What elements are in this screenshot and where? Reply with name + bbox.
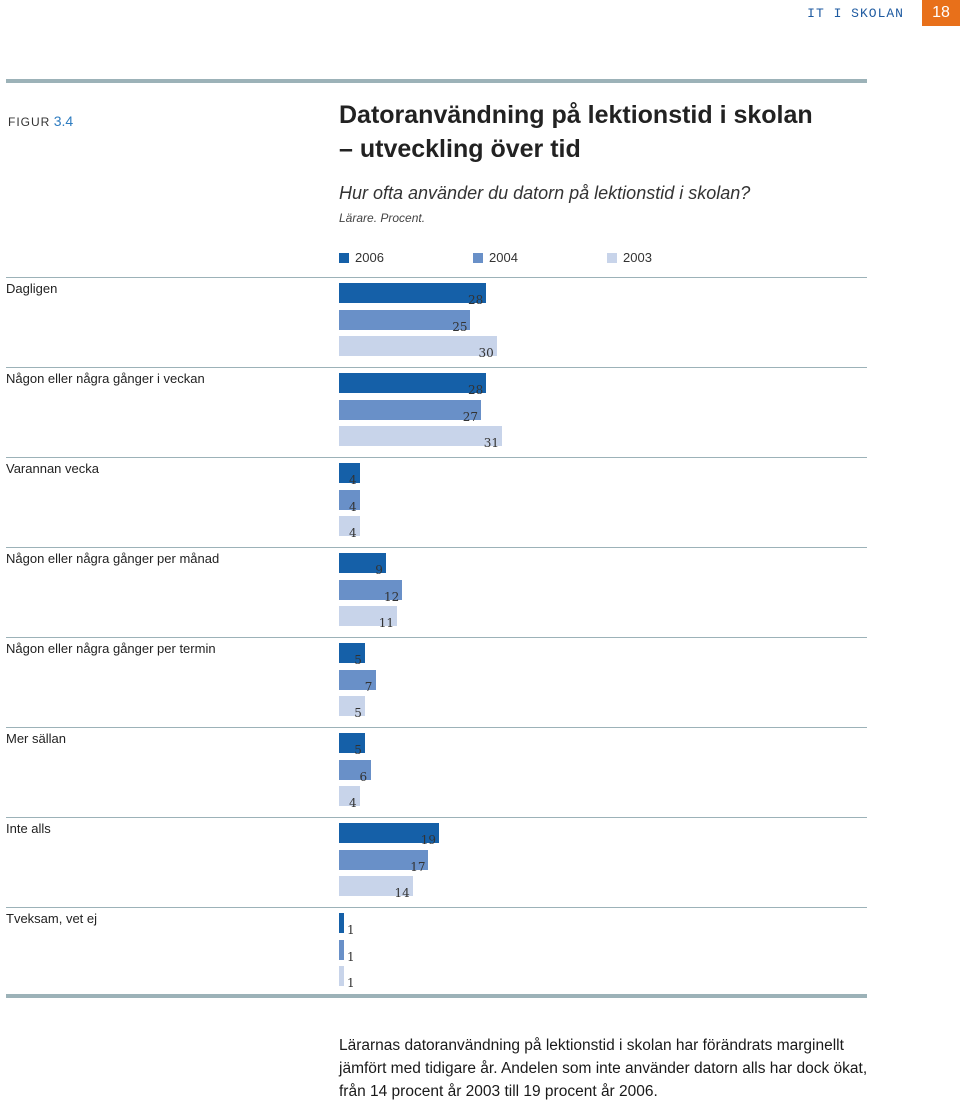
chart-title: Datoranvändning på lektionstid i skolan … [339,98,813,166]
category-separator [6,637,867,638]
bar-value-label: 4 [349,526,357,540]
bar-2004 [339,579,402,600]
category-separator [6,727,867,728]
bar-value-label: 5 [354,743,362,757]
bar-2003 [339,696,366,716]
chart-legend: 2006 2004 2003 [339,250,859,266]
category-separator [6,367,867,368]
bar-value-label: 12 [384,589,400,604]
legend-item-2003: 2003 [607,250,652,265]
bar-value-label: 5 [354,706,362,720]
bar-2006 [339,823,439,843]
legend-label-2006: 2006 [355,250,384,265]
category-label: Tveksam, vet ej [6,911,98,926]
category-label: Någon eller några gånger i veckan [6,371,205,386]
bar-value-label: 1 [347,923,355,937]
category-label: Någon eller några gånger per termin [6,641,216,656]
category-separator [6,907,867,908]
bottom-rule [6,994,867,998]
legend-label-2004: 2004 [489,250,518,265]
bar-value-label: 30 [478,346,494,360]
bar-value-label: 25 [452,319,468,334]
bar-value-label: 31 [483,436,500,450]
bar-2006 [339,373,486,393]
legend-item-2006: 2006 [339,250,384,265]
bar-2006 [339,733,366,753]
footer-text: Lärarnas datoranvändning på lektionstid … [339,1037,868,1100]
chart-title-line-2: – utveckling över tid [339,135,581,163]
chart-title-line-1: Datoranvändning på lektionstid i skolan [339,101,813,129]
bar-value-label: 4 [349,796,357,810]
bar-value-label: 4 [349,499,357,514]
legend-swatch-2006 [339,252,349,263]
section-title: IT I SKOLAN [807,5,904,21]
category-separator [6,547,867,548]
bar-value-label: 1 [347,949,355,964]
bar-value-label: 28 [468,383,484,397]
bar-2003 [339,426,502,446]
bar-value-label: 7 [364,679,373,694]
bar-value-label: 9 [375,563,383,577]
bar-value-label: 28 [468,293,484,307]
figure-label-word: FIGUR [8,115,51,129]
bar-2003 [339,606,397,626]
page-number: 18 [922,0,960,26]
bar-value-label: 19 [420,833,437,847]
bar-2006 [339,463,360,483]
figure-label: FIGUR 3.4 [8,113,73,129]
bar-2003 [339,876,413,896]
category-label: Varannan vecka [6,461,99,476]
bar-2003 [339,966,345,986]
bar-value-label: 4 [349,473,357,487]
running-head: IT I SKOLAN 18 [807,0,960,26]
bar-value-label: 1 [347,976,355,990]
bar-2004 [339,669,376,690]
bar-2006 [339,553,387,573]
legend-swatch-2004 [473,252,483,263]
top-rule [6,79,867,83]
bar-value-label: 5 [354,653,362,667]
category-separator [6,457,867,458]
bar-2003 [339,516,360,536]
bar-2004 [339,759,371,780]
bar-2004 [339,489,360,510]
chart-subtitle: Hur ofta använder du datorn på lektionst… [339,183,751,203]
bar-2004 [339,939,345,960]
bar-2004 [339,849,429,870]
bar-2004 [339,399,481,420]
category-label: Dagligen [6,281,58,296]
bar-value-label: 11 [378,616,395,630]
bar-value-label: 17 [410,859,426,874]
bar-value-label: 6 [359,769,368,784]
category-label: Mer sällan [6,731,66,746]
category-separator [6,817,867,818]
bar-value-label: 27 [462,409,479,424]
category-label: Inte alls [6,821,51,836]
bar-2004 [339,309,471,330]
category-separator [6,277,867,278]
bar-value-label: 14 [394,886,410,900]
bar-2003 [339,336,497,356]
bar-2006 [339,913,345,933]
chart-note: Lärare. Procent. [339,211,426,225]
bar-2006 [339,643,366,663]
legend-swatch-2003 [607,252,617,263]
legend-label-2003: 2003 [623,250,652,265]
figure-label-number: 3.4 [53,113,74,129]
category-label: Någon eller några gånger per månad [6,551,220,566]
bar-2003 [339,786,360,806]
legend-item-2004: 2004 [473,250,518,265]
bar-2006 [339,283,486,303]
